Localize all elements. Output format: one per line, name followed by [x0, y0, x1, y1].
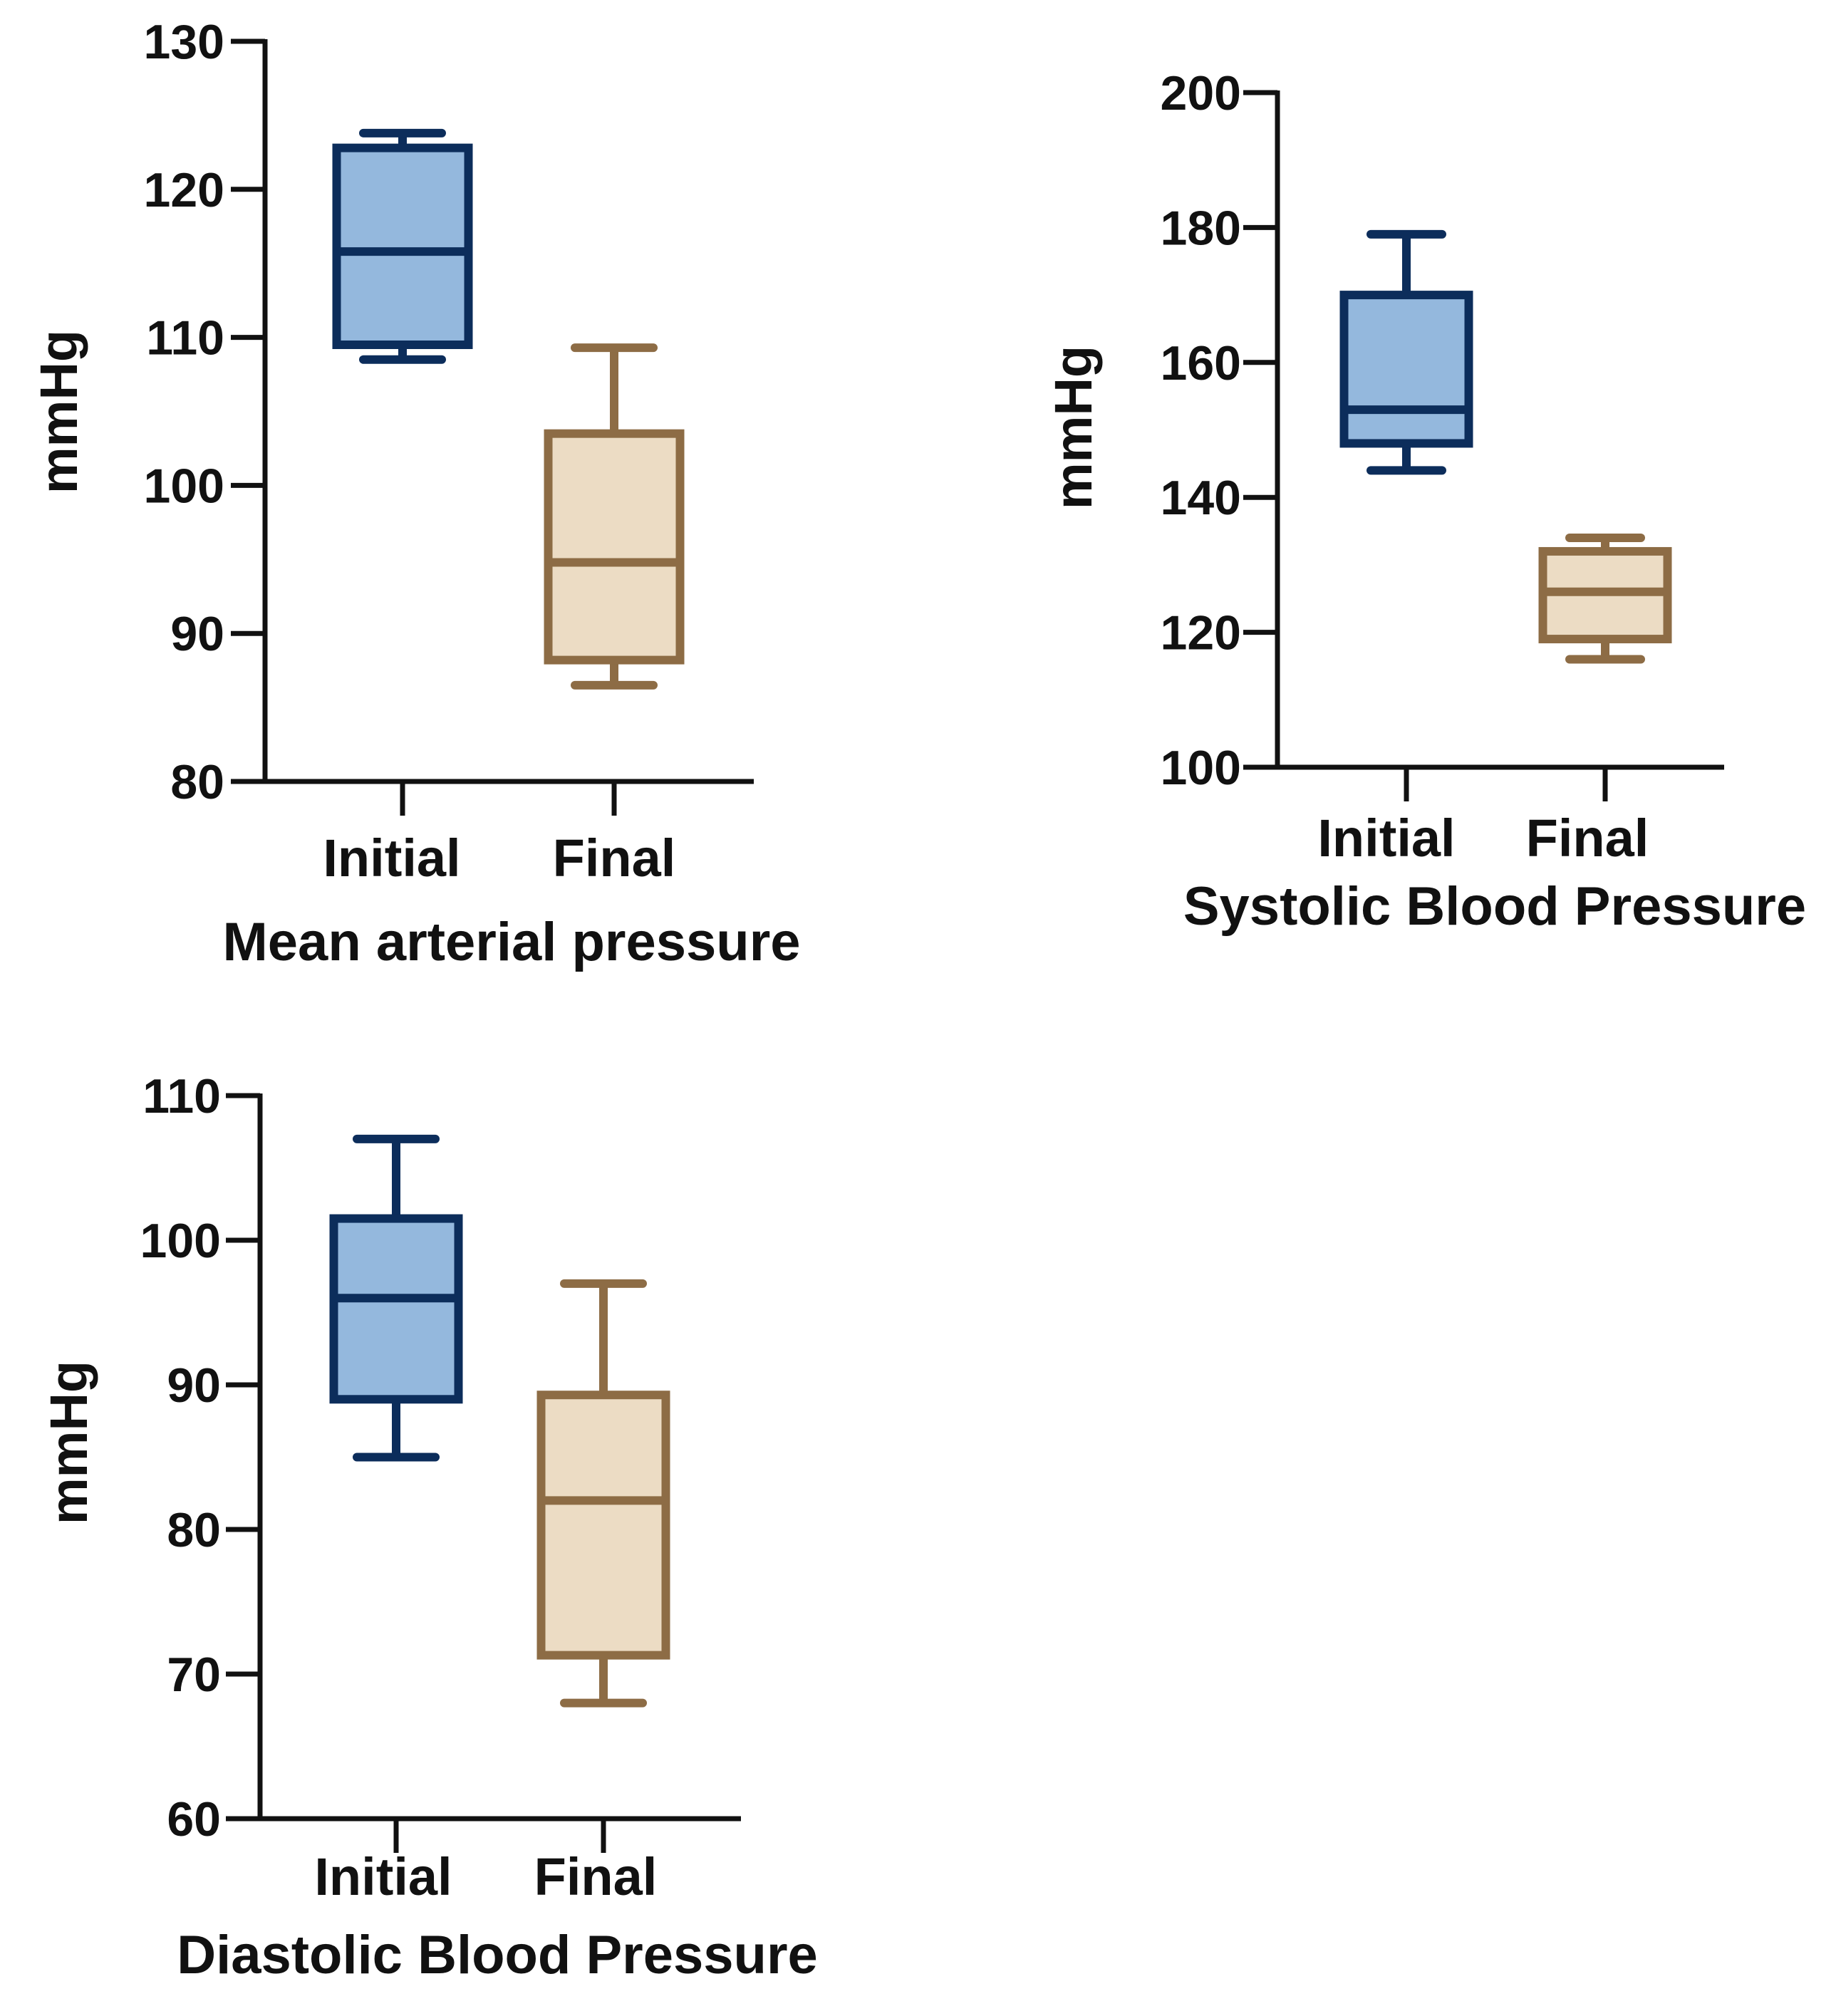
y-tick-label-80: 80 [170, 755, 224, 809]
x-category-label-initial: Initial [323, 828, 460, 888]
y-tick-label-140: 140 [1161, 471, 1241, 525]
y-axis-label: mmHg [29, 330, 88, 494]
y-tick-label-130: 130 [144, 15, 224, 69]
box-initial [332, 143, 473, 349]
chart-systolic-blood-pressure: 100 120 140 160 180 200 mmHg Initial Final Sy… [1044, 66, 1806, 937]
y-tick-label-160: 160 [1161, 336, 1241, 390]
y-tick-label-80: 80 [167, 1503, 221, 1557]
chart-title: Diastolic Blood Pressure [177, 1925, 818, 1985]
chart-diastolic-blood-pressure: 60 70 80 90 100 110 mmHg Initial Final Diasto… [39, 1069, 818, 1985]
chart-title: Systolic Blood Pressure [1183, 876, 1806, 937]
y-tick-label-90: 90 [170, 607, 224, 661]
chart-title: Mean arterial pressure [222, 912, 800, 972]
x-category-label-initial: Initial [314, 1847, 452, 1906]
y-tick-label-100: 100 [144, 459, 224, 513]
y-tick-label-110: 110 [142, 1069, 221, 1123]
x-category-label-final: Final [553, 828, 676, 888]
x-category-label-initial: Initial [1317, 809, 1455, 868]
y-tick-label-180: 180 [1161, 201, 1241, 255]
x-category-label-final: Final [534, 1847, 658, 1906]
y-tick-label-100: 100 [140, 1214, 221, 1268]
box-final [544, 429, 685, 665]
y-tick-label-90: 90 [167, 1358, 221, 1413]
box-final [536, 1391, 670, 1660]
y-tick-label-70: 70 [167, 1648, 221, 1702]
y-axis-label: mmHg [39, 1361, 98, 1524]
box-initial [1339, 291, 1473, 448]
y-tick-label-60: 60 [167, 1792, 221, 1846]
y-tick-label-120: 120 [144, 163, 224, 217]
y-tick-label-120: 120 [1161, 606, 1241, 660]
y-axis-label: mmHg [1044, 345, 1103, 509]
box-initial [329, 1214, 463, 1404]
y-tick-label-100: 100 [1161, 741, 1241, 795]
y-tick-label-110: 110 [146, 311, 224, 365]
x-category-label-final: Final [1526, 809, 1649, 868]
chart-mean-arterial-pressure: 80 90 100 110 120 130 mmHg Initial Final Mean… [29, 15, 801, 972]
y-tick-label-200: 200 [1161, 66, 1241, 120]
